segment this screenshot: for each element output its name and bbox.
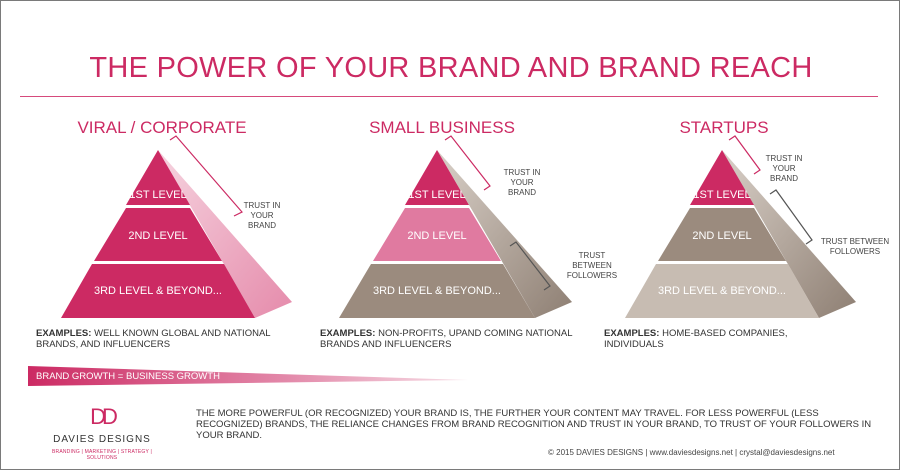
level-2-label: 2ND LEVEL: [692, 230, 751, 242]
examples-viral-corporate: EXAMPLES: WELL KNOWN GLOBAL AND NATIONAL…: [36, 328, 306, 350]
level-1-label: 1ST LEVEL: [693, 189, 750, 201]
logo-mark: DD: [42, 404, 162, 430]
trust-note-line1: TRUST IN: [766, 154, 803, 163]
level-2-label: 2ND LEVEL: [407, 230, 466, 242]
trust-note-line1: TRUST IN: [504, 168, 541, 177]
pyramid-startups: 1ST LEVEL 2ND LEVEL 3RD LEVEL & BEYOND..…: [625, 136, 889, 318]
pyramid-small-business: 1ST LEVEL 2ND LEVEL 3RD LEVEL & BEYOND..…: [339, 136, 617, 318]
pyramid-viral-corporate: 1ST LEVEL 2ND LEVEL 3RD LEVEL & BEYOND..…: [61, 136, 292, 318]
level-3-label: 3RD LEVEL & BEYOND...: [373, 285, 501, 297]
trust-note-line2: YOUR: [250, 211, 273, 220]
level-3-label: 3RD LEVEL & BEYOND...: [658, 285, 786, 297]
footer-credits: © 2015 DAVIES DESIGNS | www.daviesdesign…: [548, 448, 835, 457]
follower-note-line1: TRUST: [579, 251, 606, 260]
logo-name: DAVIES DESIGNS: [42, 434, 162, 445]
summary-text: THE MORE POWERFUL (OR RECOGNIZED) YOUR B…: [196, 408, 876, 441]
level-2-label: 2ND LEVEL: [128, 230, 187, 242]
follower-note-line2: BETWEEN: [572, 261, 612, 270]
trust-note-line3: BRAND: [770, 174, 798, 183]
examples-small-business: EXAMPLES: NON-PROFITS, UPAND COMING NATI…: [320, 328, 590, 350]
follower-note-line1: TRUST BETWEEN: [821, 237, 890, 246]
level-3-label: 3RD LEVEL & BEYOND...: [94, 285, 222, 297]
follower-note-line2: FOLLOWERS: [830, 247, 880, 256]
level-1-label: 1ST LEVEL: [129, 189, 186, 201]
growth-label: BRAND GROWTH = BUSINESS GROWTH: [36, 371, 220, 382]
trust-note-line2: YOUR: [772, 164, 795, 173]
follower-note-line3: FOLLOWERS: [567, 271, 617, 280]
trust-note-line3: BRAND: [508, 188, 536, 197]
trust-note-line3: BRAND: [248, 221, 276, 230]
level-1-label: 1ST LEVEL: [408, 189, 465, 201]
trust-note-line1: TRUST IN: [244, 201, 281, 210]
examples-startups: EXAMPLES: HOME-BASED COMPANIES, INDIVIDU…: [604, 328, 824, 350]
logo-tagline: BRANDING | MARKETING | STRATEGY | SOLUTI…: [42, 449, 162, 461]
brand-logo: DD DAVIES DESIGNS BRANDING | MARKETING |…: [42, 404, 162, 461]
trust-note-line2: YOUR: [510, 178, 533, 187]
